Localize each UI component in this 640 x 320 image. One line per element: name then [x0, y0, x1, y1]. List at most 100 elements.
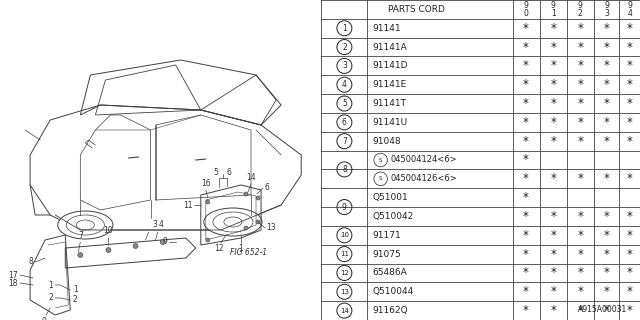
Text: 9
0: 9 0 [524, 1, 529, 18]
Text: *: * [550, 22, 556, 35]
Text: FIG 652-1: FIG 652-1 [230, 248, 268, 257]
Text: *: * [627, 304, 632, 317]
Text: *: * [577, 41, 583, 53]
Text: 2: 2 [73, 295, 77, 305]
Text: *: * [550, 304, 556, 317]
Text: *: * [577, 135, 583, 148]
Circle shape [160, 239, 165, 244]
Text: 17: 17 [8, 270, 18, 279]
Text: *: * [523, 229, 529, 242]
Circle shape [256, 220, 260, 224]
Text: 8: 8 [342, 165, 347, 174]
Text: *: * [523, 304, 529, 317]
Text: *: * [577, 248, 583, 260]
Text: A915A00031: A915A00031 [578, 305, 627, 314]
Text: 1: 1 [73, 285, 77, 294]
Text: 13: 13 [266, 223, 276, 233]
Text: *: * [523, 60, 529, 72]
Text: *: * [627, 116, 632, 129]
Text: 4: 4 [159, 220, 163, 229]
Text: 10: 10 [340, 232, 349, 238]
Text: 8: 8 [28, 258, 33, 267]
Text: 91141: 91141 [372, 24, 401, 33]
Text: 14: 14 [340, 308, 349, 314]
Text: 9
2: 9 2 [578, 1, 582, 18]
Circle shape [244, 226, 248, 230]
Text: *: * [627, 22, 632, 35]
Text: 12: 12 [340, 270, 349, 276]
Text: *: * [550, 41, 556, 53]
Text: *: * [550, 116, 556, 129]
Text: 91171: 91171 [372, 231, 401, 240]
Text: 91141T: 91141T [372, 99, 406, 108]
Text: 7: 7 [342, 137, 347, 146]
Text: *: * [550, 78, 556, 91]
Text: 12: 12 [214, 244, 223, 253]
Text: 1: 1 [342, 24, 347, 33]
Text: 65486A: 65486A [372, 268, 407, 277]
Text: 91141E: 91141E [372, 80, 406, 89]
Text: *: * [627, 41, 632, 53]
Text: *: * [604, 22, 609, 35]
Circle shape [244, 192, 248, 196]
Text: *: * [604, 229, 609, 242]
Text: *: * [577, 97, 583, 110]
Text: 9
4: 9 4 [627, 1, 632, 18]
Text: *: * [604, 267, 609, 279]
Text: *: * [577, 210, 583, 223]
Text: *: * [523, 97, 529, 110]
Text: 16: 16 [201, 179, 211, 188]
Text: 2: 2 [342, 43, 347, 52]
Text: 3: 3 [152, 220, 157, 229]
Circle shape [133, 244, 138, 249]
Text: *: * [604, 285, 609, 298]
Text: 91075: 91075 [372, 250, 401, 259]
Text: *: * [550, 172, 556, 185]
Text: *: * [550, 60, 556, 72]
Text: *: * [550, 229, 556, 242]
Circle shape [106, 247, 111, 252]
Text: S: S [379, 157, 382, 163]
Text: Q510042: Q510042 [372, 212, 413, 221]
Text: 11: 11 [183, 201, 193, 210]
Text: 9: 9 [42, 317, 47, 320]
Text: *: * [604, 97, 609, 110]
Text: *: * [627, 229, 632, 242]
Text: *: * [577, 172, 583, 185]
Text: *: * [604, 172, 609, 185]
Text: *: * [577, 304, 583, 317]
Text: *: * [577, 116, 583, 129]
Text: 9
1: 9 1 [550, 1, 556, 18]
Text: 10: 10 [104, 226, 113, 235]
Text: 1: 1 [49, 281, 53, 290]
Text: 14: 14 [246, 173, 256, 182]
Text: *: * [523, 22, 529, 35]
Text: 13: 13 [340, 289, 349, 295]
Text: *: * [523, 78, 529, 91]
Text: 91141A: 91141A [372, 43, 407, 52]
Text: *: * [523, 248, 529, 260]
Text: *: * [627, 267, 632, 279]
Text: 11: 11 [340, 251, 349, 257]
Text: PARTS CORD: PARTS CORD [388, 5, 445, 14]
Text: 6: 6 [227, 168, 231, 177]
Text: *: * [523, 285, 529, 298]
Text: *: * [604, 210, 609, 223]
Text: *: * [627, 248, 632, 260]
Text: *: * [523, 210, 529, 223]
Ellipse shape [58, 211, 113, 239]
Text: *: * [627, 97, 632, 110]
Circle shape [78, 252, 83, 258]
Text: *: * [523, 191, 529, 204]
Text: *: * [550, 285, 556, 298]
Text: 5: 5 [342, 99, 347, 108]
Text: *: * [577, 78, 583, 91]
Text: *: * [604, 41, 609, 53]
Text: *: * [550, 97, 556, 110]
Text: 9: 9 [163, 237, 168, 246]
Text: *: * [523, 172, 529, 185]
Text: *: * [627, 285, 632, 298]
Ellipse shape [204, 208, 262, 236]
Text: *: * [604, 116, 609, 129]
Circle shape [256, 196, 260, 200]
